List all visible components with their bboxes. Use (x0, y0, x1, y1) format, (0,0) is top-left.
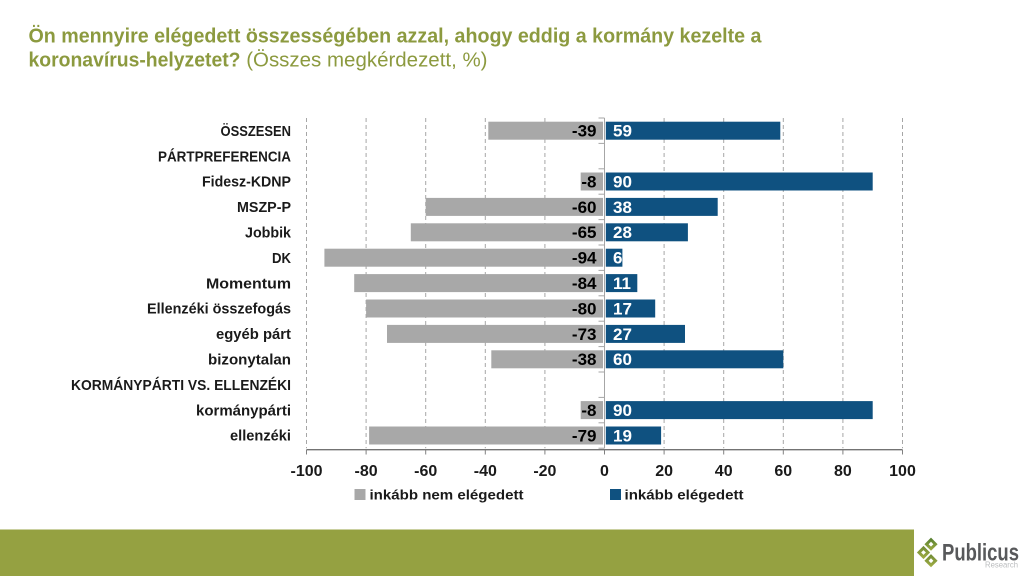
svg-text:DK: DK (272, 250, 291, 267)
svg-text:-84: -84 (572, 274, 597, 293)
svg-text:-79: -79 (572, 426, 597, 445)
svg-text:11: 11 (613, 274, 631, 293)
svg-text:Momentum: Momentum (206, 275, 291, 292)
svg-text:-65: -65 (572, 223, 597, 242)
svg-text:inkább nem elégedett: inkább nem elégedett (370, 486, 524, 502)
svg-text:80: 80 (834, 463, 852, 480)
svg-text:38: 38 (613, 198, 632, 217)
svg-text:-38: -38 (572, 350, 597, 369)
svg-text:MSZP-P: MSZP-P (237, 199, 291, 216)
svg-text:60: 60 (774, 463, 792, 480)
svg-text:27: 27 (613, 325, 632, 344)
svg-text:-80: -80 (572, 299, 597, 318)
svg-text:-80: -80 (355, 463, 378, 480)
svg-text:-39: -39 (572, 122, 597, 141)
svg-text:20: 20 (655, 463, 673, 480)
svg-text:-8: -8 (581, 401, 596, 420)
svg-text:Ellenzéki összefogás: Ellenzéki összefogás (147, 301, 291, 318)
svg-text:90: 90 (613, 401, 632, 420)
svg-text:Research: Research (985, 560, 1018, 570)
svg-text:Jobbik: Jobbik (245, 225, 292, 242)
svg-text:90: 90 (613, 172, 632, 191)
svg-text:-40: -40 (474, 463, 497, 480)
svg-text:Publicus: Publicus (942, 540, 1019, 567)
svg-text:40: 40 (715, 463, 733, 480)
svg-text:KORMÁNYPÁRTI VS. ELLENZÉKI: KORMÁNYPÁRTI VS. ELLENZÉKI (71, 377, 291, 394)
svg-text:-73: -73 (572, 325, 597, 344)
svg-text:-60: -60 (414, 463, 437, 480)
svg-text:Fidesz-KDNP: Fidesz-KDNP (202, 174, 291, 191)
svg-text:egyéb párt: egyéb párt (216, 326, 291, 343)
svg-text:-8: -8 (581, 172, 596, 191)
svg-text:koronavírus-helyzetet? (Összes: koronavírus-helyzetet? (Összes megkérdez… (29, 49, 488, 71)
svg-text:inkább elégedett: inkább elégedett (625, 486, 744, 502)
svg-text:59: 59 (613, 122, 632, 141)
svg-text:17: 17 (613, 299, 632, 318)
svg-text:kormánypárti: kormánypárti (196, 402, 291, 419)
svg-text:6: 6 (613, 249, 622, 268)
svg-text:28: 28 (613, 223, 632, 242)
svg-text:-100: -100 (290, 463, 322, 480)
svg-text:bizonytalan: bizonytalan (208, 352, 291, 369)
svg-text:0: 0 (600, 463, 609, 480)
svg-text:-94: -94 (572, 249, 597, 268)
svg-text:Ön mennyire elégedett összessé: Ön mennyire elégedett összességében azza… (29, 24, 763, 47)
svg-text:100: 100 (889, 463, 916, 480)
svg-text:ÖSSZESEN: ÖSSZESEN (221, 123, 292, 140)
svg-text:PÁRTPREFERENCIA: PÁRTPREFERENCIA (158, 148, 291, 165)
svg-text:-60: -60 (572, 198, 597, 217)
svg-text:60: 60 (613, 350, 632, 369)
svg-text:-20: -20 (533, 463, 556, 480)
svg-text:19: 19 (613, 426, 632, 445)
svg-text:ellenzéki: ellenzéki (230, 428, 291, 445)
